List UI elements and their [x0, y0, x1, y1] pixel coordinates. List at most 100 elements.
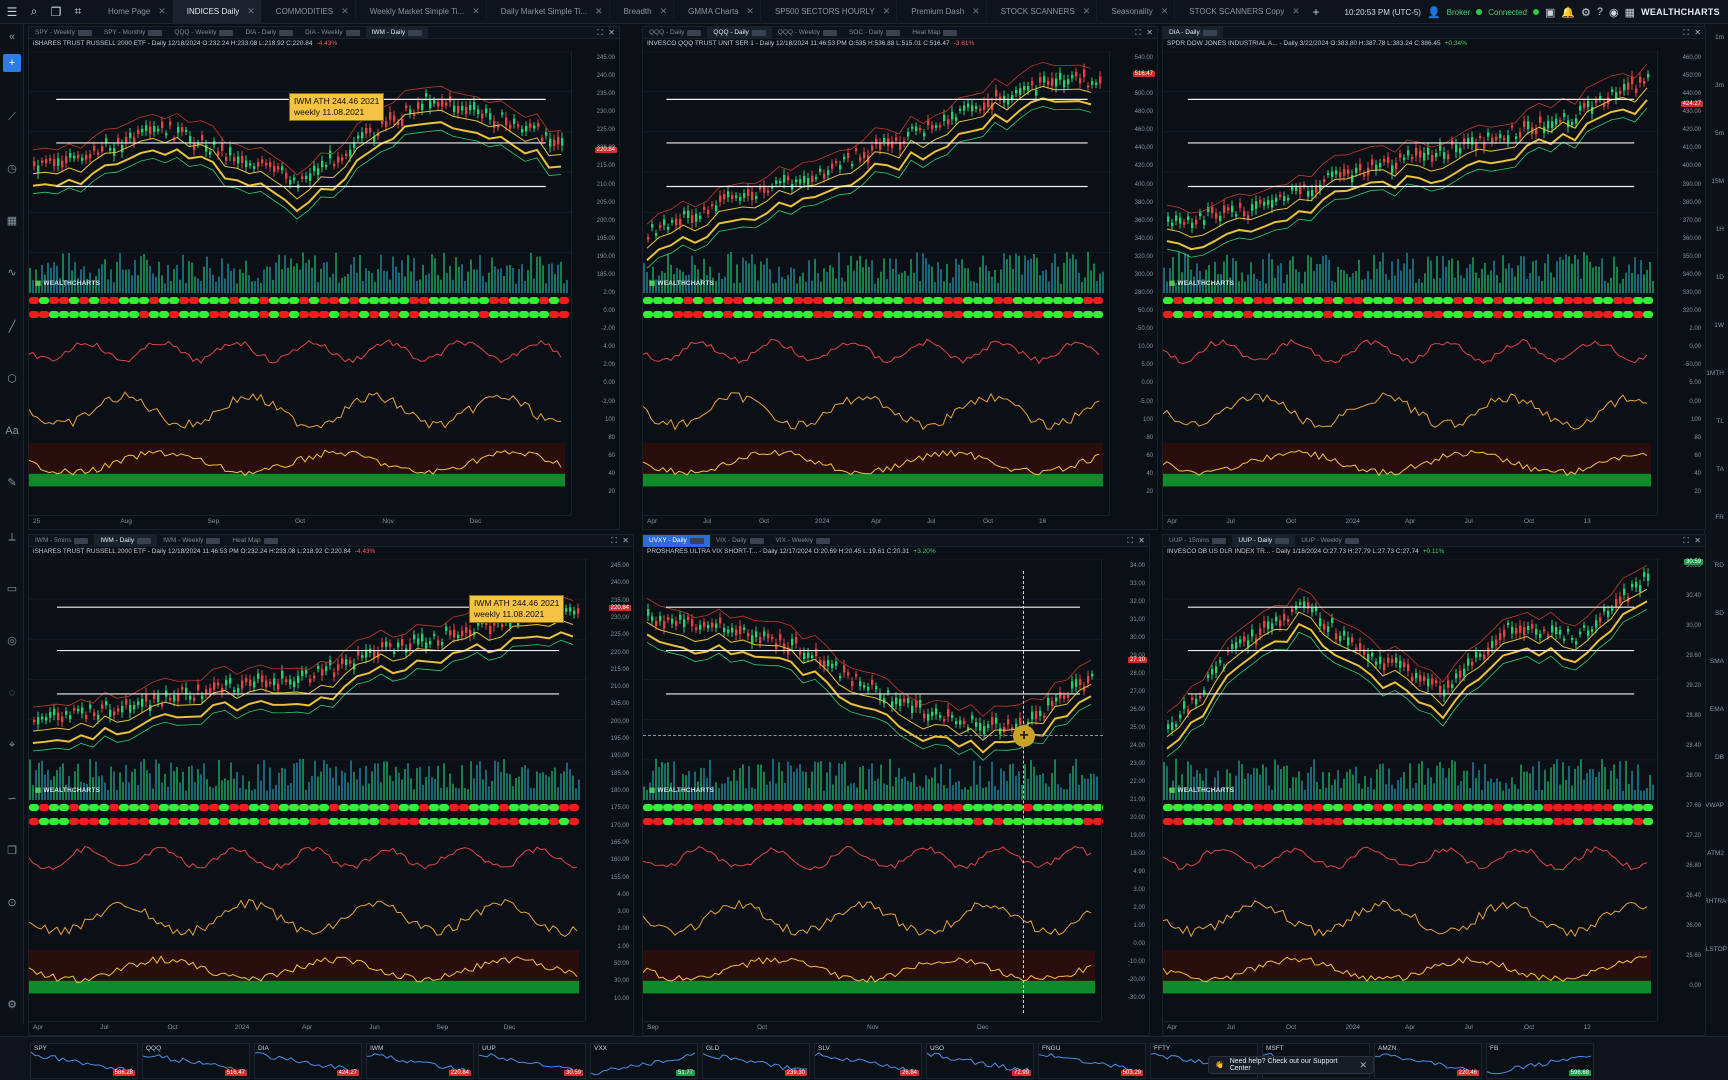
chart-tab[interactable]: QQQ - Daily — [643, 27, 707, 39]
tab-home-page[interactable]: Home Page ✕ — [94, 0, 173, 24]
rail-item[interactable]: ILSTOP — [1704, 946, 1728, 953]
close-tab-icon[interactable]: ✕ — [472, 6, 480, 16]
time-axis[interactable]: Apr Jul Oct 2024 Apr Jun Sep Dec — [29, 1021, 585, 1035]
clock-icon[interactable]: ◷ — [7, 163, 17, 175]
rail-item[interactable]: RHTRA — [1704, 898, 1727, 905]
tab-indices-daily[interactable]: INDICES Daily ✕ — [172, 0, 262, 24]
close-icon[interactable]: ✕ — [1694, 536, 1701, 545]
maximize-icon[interactable]: ⛶ — [611, 536, 617, 545]
chart-panel-p2[interactable]: QQQ - Daily QQQ - Daily QQQ - Weekly SOC - … — [642, 26, 1158, 530]
price-chart[interactable] — [1163, 51, 1659, 517]
crosshair-cursor-icon[interactable]: + — [1013, 725, 1035, 747]
price-chart[interactable] — [643, 51, 1111, 517]
close-tab-icon[interactable]: ✕ — [882, 6, 891, 16]
maximize-icon[interactable]: ⛶ — [597, 28, 603, 37]
maximize-icon[interactable]: ⛶ — [1683, 536, 1689, 545]
ruler-icon[interactable]: ⟂ — [8, 531, 16, 543]
chart-tab[interactable]: IWM - Daily — [94, 535, 158, 547]
trendline-icon[interactable]: ⟋ — [8, 111, 16, 123]
tab-daily-market-simple-ti[interactable]: Daily Market Simple Ti... ✕ — [487, 0, 610, 24]
chart-tab[interactable]: UUP - 15mins — [1163, 535, 1232, 547]
time-axis[interactable]: Apr Jul Oct 2024 Apr Jul Oct 13 — [1163, 515, 1657, 529]
line-chart-icon[interactable]: ∿ — [7, 267, 17, 279]
chart-tab[interactable]: DIA - Daily — [239, 27, 299, 39]
price-axis[interactable]: 245.00 240.00 235.00 230.00 225.00 220.00 215.… — [585, 559, 633, 1021]
rail-item[interactable]: 1MTH — [1706, 370, 1724, 377]
tab-sp500-sectors-hourly[interactable]: SP500 SECTORS HOURLY ✕ — [761, 0, 898, 24]
chart-panel-p4[interactable]: IWM - 5mins IWM - Daily IWM - Weekly Heat M… — [28, 534, 634, 1036]
menu-icon[interactable]: ☰ — [6, 4, 18, 19]
chart-tab[interactable]: VIX - Weekly — [770, 535, 836, 547]
save-icon[interactable]: ▣ — [1544, 6, 1556, 19]
chart-panel-p5[interactable]: UVXY - Daily VIX - Daily VIX - Weekly ⛶ ✕ PRO… — [642, 534, 1150, 1036]
rail-item[interactable]: 1D — [1715, 274, 1724, 281]
price-chart[interactable] — [29, 51, 573, 517]
chart-tab[interactable]: QQQ - Weekly — [772, 27, 843, 39]
chart-tab[interactable]: UUP - Weekly — [1295, 535, 1365, 547]
chart-tab[interactable]: Heat Map — [906, 27, 963, 39]
fib-icon[interactable]: ▭ — [6, 583, 18, 595]
rail-item[interactable]: 1m — [1714, 34, 1724, 41]
mini-chart-gld[interactable]: GLD 239.30 — [702, 1043, 810, 1079]
shapes-icon[interactable]: ⬡ — [7, 373, 17, 385]
rail-item[interactable]: RD — [1714, 562, 1724, 569]
chart-tab[interactable]: IWM - 5mins — [29, 535, 94, 547]
close-icon[interactable]: ✕ — [608, 28, 615, 37]
chart-tab[interactable]: QQQ - Weekly — [168, 27, 239, 39]
chart-panel-p6[interactable]: UUP - 15mins UUP - Daily UUP - Weekly ⛶ ✕ INV… — [1162, 534, 1706, 1036]
close-tab-icon[interactable]: ✕ — [1292, 6, 1300, 16]
wave-icon[interactable]: ∽ — [7, 793, 17, 805]
chart-tab[interactable]: VIX - Daily — [710, 535, 770, 547]
chart-tab[interactable]: SPY - Monthly — [98, 27, 168, 39]
tab-breadth[interactable]: Breadth ✕ — [610, 0, 675, 24]
chart-panel-p1[interactable]: SPY - Weekly SPY - Monthly QQQ - Weekly DIA… — [28, 26, 620, 530]
rail-item[interactable]: TA — [1716, 466, 1724, 473]
close-tab-icon[interactable]: ✕ — [1082, 6, 1091, 16]
close-tab-icon[interactable]: ✕ — [595, 6, 603, 16]
settings-icon[interactable]: ⚙ — [7, 999, 17, 1011]
mini-chart-uso[interactable]: USO 72.99 — [926, 1043, 1034, 1079]
chart-tab[interactable]: DIA - Weekly — [299, 27, 365, 39]
close-icon[interactable]: ✕ — [622, 536, 629, 545]
price-axis[interactable]: 540.00520.00500.00480.00460.00440.00420.… — [1109, 51, 1157, 515]
search-icon[interactable]: ⌕ — [30, 4, 38, 18]
calendar-icon[interactable]: ▦ — [6, 215, 18, 227]
rail-item[interactable]: SMA — [1709, 658, 1724, 665]
ai-icon[interactable]: ⌗ — [74, 4, 82, 18]
close-icon[interactable]: ✕ — [1359, 1059, 1367, 1070]
pencil-icon[interactable]: ✎ — [7, 477, 17, 489]
chart-tab[interactable]: IWM - Weekly — [157, 535, 226, 547]
time-axis[interactable]: Apr Jul Oct 2024 Apr Jul Oct 16 — [643, 515, 1109, 529]
gear-icon[interactable]: ⚙ — [1581, 6, 1591, 19]
close-icon[interactable]: ✕ — [1138, 536, 1145, 545]
tab-seasonality[interactable]: Seasonality ✕ — [1097, 0, 1176, 24]
text-tool-icon[interactable]: Aa — [5, 425, 19, 437]
tab-premium-dash[interactable]: Premium Dash ✕ — [897, 0, 987, 24]
bell-icon[interactable]: 🔔 — [1561, 6, 1576, 19]
chart-tab[interactable]: UUP - Daily — [1232, 535, 1296, 547]
time-axis[interactable]: Apr Jul Oct 2024 Apr Jul Oct 12 — [1163, 1021, 1657, 1035]
add-chart-button[interactable]: + — [3, 54, 21, 72]
tab-stock-scanners[interactable]: STOCK SCANNERS ✕ — [987, 0, 1098, 24]
chart-tab[interactable]: UVXY - Daily — [643, 535, 710, 547]
chart-tab[interactable]: QQQ - Daily — [707, 27, 772, 39]
mini-chart-fngu[interactable]: FNGU 503.29 — [1038, 1043, 1146, 1079]
chart-panel-p3[interactable]: DIA - Daily ⛶ ✕ SPDR DOW JONES INDUSTRIAL A… — [1162, 26, 1706, 530]
chart-tab[interactable]: Heat Map — [226, 535, 283, 547]
rail-item[interactable]: 3m — [1714, 82, 1724, 89]
add-tab-button[interactable]: + — [1312, 4, 1320, 19]
copy-icon[interactable]: ❐ — [50, 4, 62, 19]
chart-tab[interactable]: DIA - Daily — [1163, 27, 1223, 39]
mini-chart-dia[interactable]: DIA 424.27 — [254, 1043, 362, 1079]
rail-item[interactable]: ATM2 — [1707, 850, 1724, 857]
rail-item[interactable]: EMA — [1709, 706, 1724, 713]
support-toast[interactable]: 👋 Need help? Check out our Support Cente… — [1208, 1056, 1374, 1074]
eye-icon[interactable]: ◎ — [7, 635, 17, 647]
rail-item[interactable]: FR — [1715, 514, 1724, 521]
price-chart[interactable] — [29, 559, 587, 1023]
broker-label[interactable]: Broker — [1446, 7, 1471, 17]
maximize-icon[interactable]: ⛶ — [1135, 28, 1141, 37]
price-chart[interactable] — [643, 559, 1103, 1023]
chart-tab[interactable]: IWM - Daily — [365, 27, 429, 39]
tab-weekly-market-simple-ti[interactable]: Weekly Market Simple Ti... ✕ — [356, 0, 487, 24]
